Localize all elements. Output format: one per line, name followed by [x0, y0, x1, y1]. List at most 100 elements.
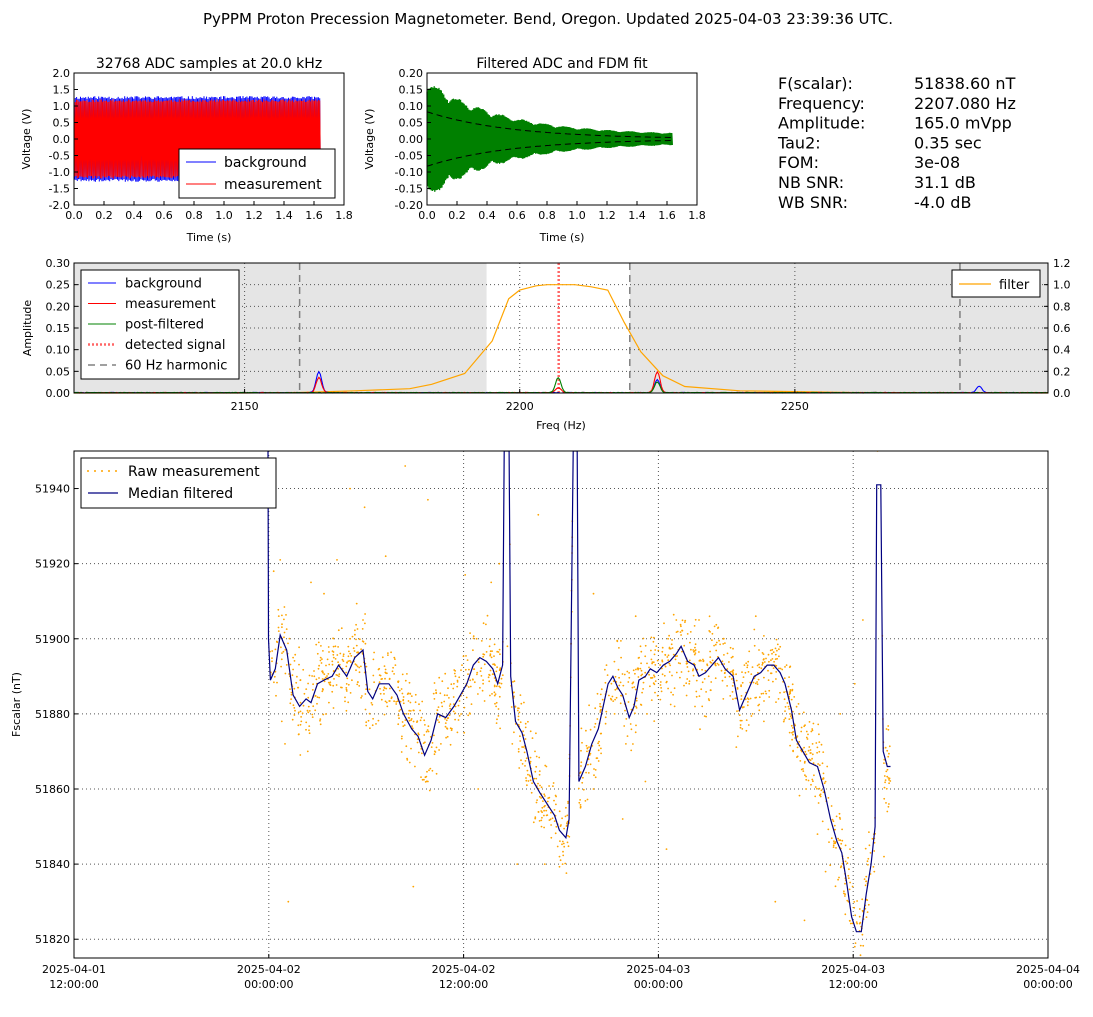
- raw-point: [561, 817, 563, 820]
- raw-point: [404, 679, 407, 682]
- raw-point: [705, 691, 707, 693]
- raw-point: [435, 689, 437, 691]
- raw-point: [535, 777, 538, 780]
- y-tick-label: -0.15: [395, 183, 423, 196]
- raw-point: [379, 687, 381, 690]
- raw-point: [488, 680, 491, 683]
- raw-point: [280, 665, 282, 668]
- raw-point: [626, 735, 629, 737]
- raw-point: [388, 677, 391, 680]
- raw-point: [383, 687, 386, 689]
- raw-point: [493, 655, 495, 657]
- raw-point: [320, 645, 322, 647]
- raw-point: [499, 727, 501, 730]
- raw-point: [443, 694, 446, 697]
- raw-point: [719, 643, 721, 646]
- raw-point: [364, 708, 367, 711]
- raw-point: [676, 655, 678, 657]
- raw-point: [555, 803, 557, 806]
- raw-point: [456, 679, 459, 682]
- raw-point: [281, 652, 283, 654]
- raw-point: [744, 671, 747, 674]
- x-tick-label: 0.8: [538, 209, 556, 222]
- raw-point: [512, 681, 514, 683]
- info-label: Amplitude:: [778, 114, 865, 133]
- raw-point: [567, 802, 569, 804]
- raw-point: [651, 676, 654, 679]
- y2-tick-label: 1.0: [1053, 279, 1071, 292]
- raw-point: [788, 693, 791, 695]
- raw-point: [708, 630, 711, 632]
- timeseries-frame: [73, 450, 1049, 959]
- raw-point: [740, 719, 743, 722]
- raw-point: [661, 646, 664, 649]
- raw-point: [747, 671, 750, 673]
- raw-point: [724, 671, 726, 674]
- raw-point: [834, 828, 836, 831]
- raw-point: [412, 885, 415, 888]
- raw-point: [451, 727, 453, 730]
- raw-point: [637, 667, 640, 670]
- raw-point: [775, 638, 778, 641]
- raw-point: [332, 645, 335, 648]
- raw-point: [307, 705, 310, 708]
- raw-point: [550, 836, 553, 839]
- raw-point: [527, 773, 529, 776]
- raw-point: [622, 684, 625, 687]
- raw-point: [781, 668, 784, 671]
- raw-point: [364, 622, 366, 625]
- raw-point: [559, 825, 562, 827]
- raw-point: [767, 669, 769, 672]
- raw-point: [388, 700, 391, 702]
- raw-point: [354, 629, 356, 632]
- raw-point: [808, 746, 811, 748]
- raw-point: [308, 725, 311, 727]
- raw-point: [337, 667, 339, 670]
- raw-point: [299, 701, 302, 704]
- raw-point: [467, 673, 469, 675]
- raw-point: [689, 631, 692, 633]
- raw-point: [342, 660, 345, 662]
- raw-point: [360, 665, 362, 668]
- raw-point: [380, 698, 383, 701]
- raw-point: [805, 788, 807, 790]
- raw-point: [332, 653, 335, 656]
- raw-point: [418, 703, 420, 706]
- raw-point: [279, 559, 282, 561]
- raw-point: [448, 714, 451, 717]
- raw-point: [885, 802, 887, 804]
- raw-point: [428, 789, 431, 792]
- raw-point: [494, 702, 496, 705]
- raw-point: [593, 774, 595, 777]
- raw-point: [863, 878, 866, 880]
- raw-point: [305, 728, 307, 731]
- raw-point: [625, 693, 627, 695]
- raw-point: [432, 692, 435, 695]
- raw-point: [778, 655, 780, 658]
- raw-point: [332, 656, 335, 659]
- raw-point: [689, 641, 691, 644]
- raw-point: [458, 676, 461, 679]
- raw-point: [778, 667, 780, 670]
- raw-point: [401, 721, 404, 723]
- raw-point: [408, 681, 411, 684]
- raw-point: [873, 850, 876, 852]
- raw-point: [767, 679, 770, 681]
- raw-point: [324, 676, 327, 679]
- raw-point: [486, 614, 489, 617]
- raw-point: [596, 757, 599, 759]
- y-tick-label: 0.00: [46, 387, 71, 400]
- raw-point: [428, 769, 430, 772]
- raw-point: [449, 707, 452, 710]
- raw-point: [587, 763, 589, 766]
- raw-point: [701, 705, 704, 708]
- raw-point: [582, 776, 584, 779]
- raw-point: [299, 710, 302, 713]
- raw-point: [596, 692, 599, 695]
- x-tick-label: 1.2: [245, 209, 263, 222]
- raw-point: [433, 734, 435, 737]
- raw-point: [404, 465, 407, 467]
- raw-point: [886, 749, 889, 752]
- raw-point: [710, 681, 713, 683]
- raw-point: [805, 778, 808, 781]
